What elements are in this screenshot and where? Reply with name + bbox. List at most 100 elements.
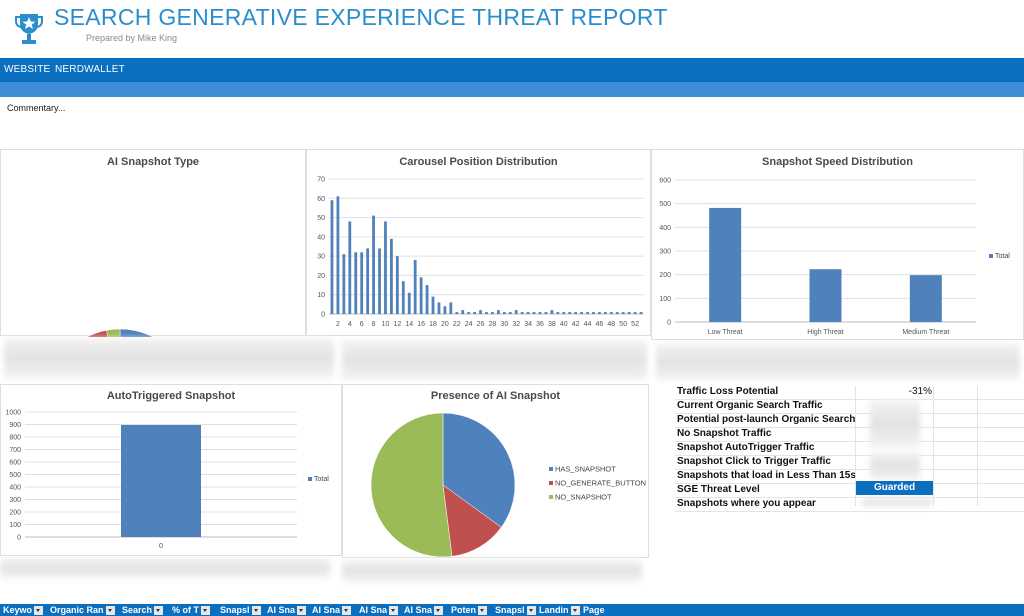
snapshot-speed-bars: 0 100 200 300 400 500 600 Low Threat High Threat… — [659, 178, 1010, 337]
bar — [633, 312, 637, 314]
dropdown-arrow-icon[interactable] — [570, 606, 580, 616]
trophy-star-icon — [15, 14, 43, 44]
bar — [621, 312, 625, 314]
report-header: SEARCH GENERATIVE EXPERIENCE THREAT REPO… — [0, 0, 1024, 56]
bar — [520, 312, 524, 314]
bar — [574, 312, 578, 314]
metrics-table — [649, 384, 1024, 604]
dropdown-arrow-icon[interactable] — [389, 606, 399, 616]
sub-bar — [0, 82, 1024, 97]
column-filter-header[interactable]: AI Sna — [404, 605, 444, 616]
bar — [425, 285, 429, 314]
bar — [592, 312, 595, 314]
metric-label: Snapshot AutoTrigger Traffic — [677, 442, 815, 453]
bar — [330, 200, 334, 314]
bar — [479, 310, 482, 314]
redacted-area — [342, 340, 647, 380]
bar — [431, 296, 435, 314]
column-header-label: AI Sna — [404, 605, 433, 615]
column-header-label: Snapsl — [495, 605, 525, 615]
bar — [390, 238, 393, 314]
column-header-label: Keywo — [3, 605, 33, 615]
metric-row: Potential post-launch Organic Search T — [675, 413, 1024, 428]
x-tick-label: 52 — [631, 321, 639, 328]
column-filter-header[interactable]: Search — [122, 605, 164, 616]
bar — [909, 275, 942, 322]
x-tick-label: 4 — [348, 321, 352, 328]
dropdown-arrow-icon[interactable] — [154, 606, 164, 616]
column-filter-header[interactable]: AI Sna — [312, 605, 352, 616]
pie-slice — [442, 412, 516, 528]
x-tick-label: 50 — [619, 321, 627, 328]
redacted-value — [862, 497, 932, 507]
y-tick-label: 500 — [9, 472, 21, 479]
dropdown-arrow-icon[interactable] — [478, 606, 488, 616]
commentary-box[interactable]: Commentary... — [0, 97, 1024, 150]
metric-label: Snapshots where you appear — [677, 498, 816, 509]
redacted-area — [4, 338, 334, 378]
x-tick-label: 12 — [393, 321, 401, 328]
column-filter-header[interactable]: AI Sna — [267, 605, 307, 616]
legend-label: NO_SNAPSHOT — [555, 493, 612, 502]
dropdown-arrow-icon[interactable] — [251, 606, 261, 616]
metric-label: Snapshot Click to Trigger Traffic — [677, 456, 831, 467]
column-header-label: AI Sna — [359, 605, 388, 615]
dropdown-arrow-icon[interactable] — [201, 606, 210, 616]
bar — [532, 312, 536, 314]
column-filter-header[interactable]: Keywo — [3, 605, 44, 616]
x-tick-label: 6 — [360, 321, 364, 328]
legend-swatch — [308, 477, 312, 481]
chart-title: Presence of AI Snapshot — [430, 390, 561, 402]
y-tick-label: 1000 — [5, 410, 21, 417]
commentary-text[interactable]: Commentary... — [7, 103, 66, 113]
y-tick-label: 70 — [317, 177, 325, 184]
legend-swatch — [989, 254, 993, 258]
bar — [461, 310, 465, 314]
column-filter-header[interactable]: Snapsl — [220, 605, 261, 616]
bar — [413, 260, 417, 314]
bar — [562, 312, 566, 314]
x-tick-label: 24 — [465, 321, 473, 328]
y-tick-label: 100 — [659, 296, 671, 303]
dropdown-arrow-icon[interactable] — [342, 606, 352, 616]
column-header-label: Page — [583, 605, 605, 615]
column-filter-header[interactable]: Snapsl — [495, 605, 536, 616]
bar — [437, 302, 441, 314]
column-filter-header[interactable]: Landin — [539, 605, 580, 616]
bar — [603, 312, 607, 314]
y-tick-label: 50 — [317, 215, 325, 222]
dropdown-arrow-icon[interactable] — [526, 606, 536, 616]
x-tick-label: 8 — [372, 321, 376, 328]
dropdown-arrow-icon[interactable] — [105, 606, 115, 616]
y-tick-label: 400 — [9, 485, 21, 492]
x-tick-label: 34 — [524, 321, 532, 328]
column-filter-header[interactable]: Organic Ran — [50, 605, 115, 616]
column-header-label: % of T — [172, 605, 199, 615]
nav-item-nerdwallet[interactable]: NERDWALLET — [55, 64, 125, 75]
column-filter-header[interactable]: Poten — [451, 605, 488, 616]
x-tick-label: 28 — [489, 321, 497, 328]
x-tick-label: 14 — [405, 321, 413, 328]
nav-item-website[interactable]: WEBSITE — [4, 64, 51, 75]
dropdown-arrow-icon[interactable] — [34, 606, 44, 616]
column-header-label: AI Sna — [267, 605, 296, 615]
column-filter-header[interactable]: % of T — [172, 605, 210, 616]
dropdown-arrow-icon[interactable] — [297, 606, 307, 616]
y-tick-label: 600 — [659, 178, 671, 185]
autotriggered-bars: 0 100 200 300 400 500 600 700 800 900 1000 0 Total — [5, 410, 329, 551]
bar — [586, 312, 589, 314]
column-filter-header[interactable]: Page — [583, 605, 605, 616]
metric-row: SGE Threat Level — [675, 483, 1024, 498]
metric-label: Traffic Loss Potential — [677, 386, 779, 397]
chart-title: Carousel Position Distribution — [399, 156, 558, 168]
legend-swatch — [549, 495, 553, 499]
bar — [354, 252, 358, 314]
chart-title: AutoTriggered Snapshot — [106, 390, 236, 402]
y-tick-label: 20 — [317, 273, 325, 280]
pie-slice — [106, 328, 121, 337]
bar — [366, 248, 370, 314]
legend-label: Total — [995, 253, 1010, 260]
bar — [502, 312, 506, 314]
dropdown-arrow-icon[interactable] — [434, 606, 444, 616]
column-filter-header[interactable]: AI Sna — [359, 605, 399, 616]
